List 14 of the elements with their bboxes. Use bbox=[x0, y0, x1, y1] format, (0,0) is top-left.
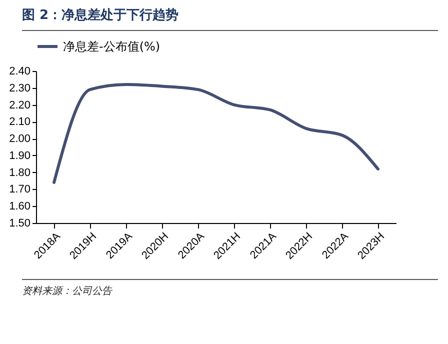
y-tick-label: 1.70 bbox=[9, 184, 30, 196]
y-tick-label: 2.20 bbox=[9, 99, 30, 112]
chart-title: 图 2：净息差处于下行趋势 bbox=[22, 6, 438, 31]
y-tick-label: 2.00 bbox=[9, 133, 30, 146]
y-tick-label: 1.60 bbox=[9, 200, 30, 213]
line-series bbox=[52, 83, 380, 184]
y-tick-label: 1.90 bbox=[9, 150, 30, 162]
y-tick-label: 1.50 bbox=[9, 218, 30, 230]
y-tick-label: 1.80 bbox=[9, 166, 30, 179]
legend-label: 净息差-公布值(%) bbox=[63, 40, 160, 54]
y-tick-label: 2.10 bbox=[9, 116, 30, 128]
y-tick-label: 2.40 bbox=[9, 66, 30, 78]
text: 资料来源：公司公告 bbox=[22, 279, 438, 298]
y-tick-label: 2.30 bbox=[9, 82, 30, 94]
